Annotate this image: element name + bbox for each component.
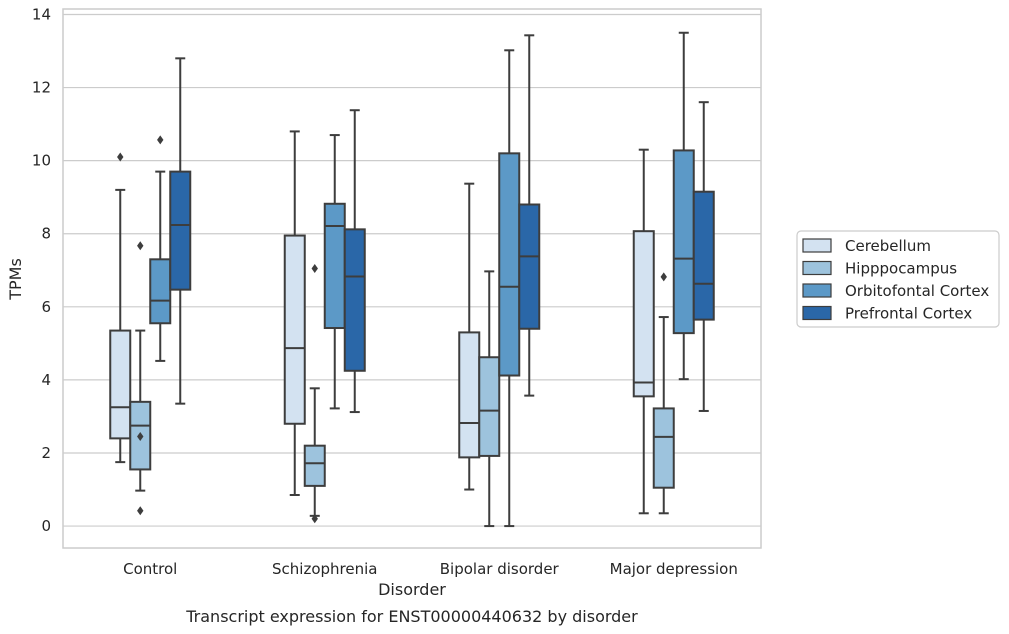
legend-label-4: Prefrontal Cortex [845,305,972,323]
outlier-1 [157,135,164,145]
y-tick-label-10: 10 [32,152,51,170]
legend-frame [796,230,1000,328]
box-1-1 [109,152,132,464]
box-3-4 [518,34,541,397]
iqr-box [652,407,675,489]
box-4-1 [632,148,655,515]
box-1-4 [169,57,192,405]
outlier-1 [137,241,144,251]
x-tick-label-2: Schizophrenia [272,560,377,578]
iqr-box [498,152,521,377]
y-tick-label-0: 0 [41,517,51,535]
chart-caption: Transcript expression for ENST0000044063… [185,607,638,626]
legend-swatch-3 [802,283,832,298]
iqr-box [109,329,132,440]
box-2-3 [323,134,346,410]
box-groups [109,31,715,528]
iqr-box [283,234,306,425]
legend-swatch-2 [802,260,832,276]
legend: Cerebellum Hipppocampus Orbitofontal Corte… [796,230,1000,328]
box-4-2 [652,272,675,515]
outlier-1 [117,152,124,162]
box-2-1 [283,130,306,497]
outlier-3 [137,506,144,516]
legend-label-3: Orbitofontal Cortex [845,282,989,300]
box-1-2 [129,241,152,516]
x-tick-labels: Control Schizophrenia Bipolar disorder Majo… [123,560,738,578]
legend-label-1: Cerebellum [845,237,931,255]
outlier-2 [137,432,144,442]
y-tick-label-12: 12 [32,79,51,97]
iqr-box [632,230,655,398]
iqr-box [672,149,695,335]
iqr-box [458,331,481,459]
box-2-2 [303,263,326,524]
box-3-2 [478,270,501,528]
iqr-box [303,444,326,487]
iqr-box [343,228,366,372]
iqr-box [323,202,346,330]
box-4-4 [692,101,715,412]
outlier-2 [311,514,318,524]
y-tick-label-8: 8 [41,225,51,243]
plot-area-frame [62,8,762,549]
box-2-4 [343,109,366,414]
legend-label-2: Hipppocampus [845,260,957,278]
iqr-box [478,356,501,457]
x-tick-label-4: Major depression [610,560,738,578]
y-axis-label: TPMs [6,258,25,301]
legend-swatch-1 [802,238,832,253]
y-tick-label-6: 6 [41,298,51,316]
iqr-box [149,258,172,325]
outlier-1 [311,263,318,273]
y-tick-label-14: 14 [32,5,51,23]
x-tick-label-3: Bipolar disorder [440,560,560,578]
iqr-box [692,190,715,321]
y-tick-label-2: 2 [41,444,51,462]
x-tick-label-1: Control [123,560,177,578]
iqr-box [169,170,192,291]
iqr-box [518,203,541,330]
y-tick-label-4: 4 [41,371,51,389]
y-tick-labels: 0 2 4 6 8 10 12 14 [32,5,51,535]
box-1-3 [149,135,172,362]
outlier-1 [660,272,667,282]
x-axis-label: Disorder [378,580,446,599]
box-3-1 [458,182,481,491]
legend-swatch-4 [802,305,832,321]
